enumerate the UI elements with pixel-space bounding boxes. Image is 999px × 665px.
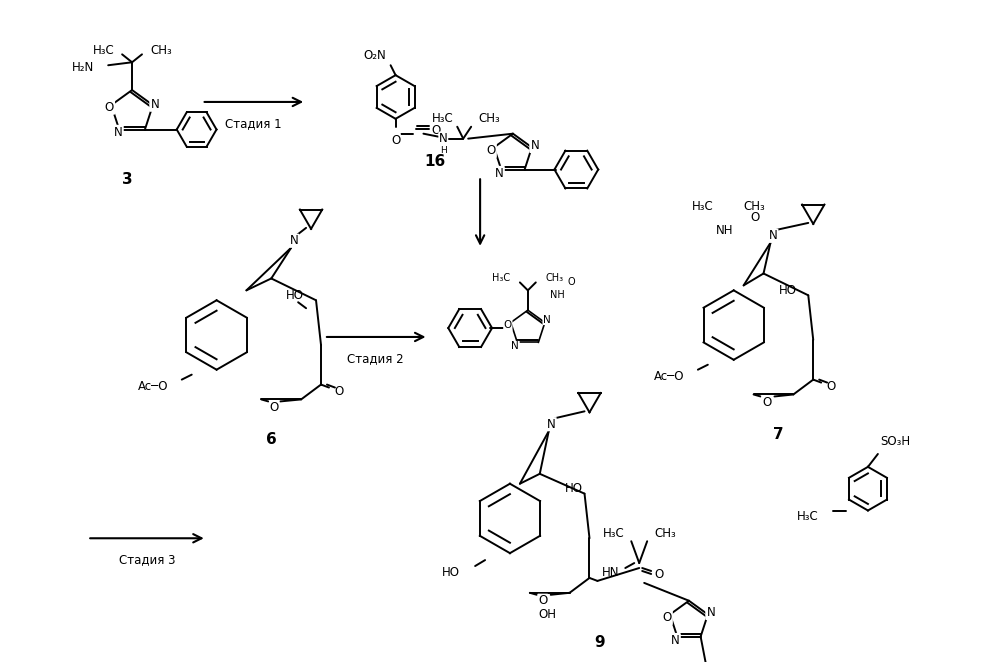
Text: 7: 7 [773,427,784,442]
Text: OH: OH [538,608,556,620]
Text: O: O [762,396,771,409]
Text: O: O [432,124,441,137]
Text: NH: NH [716,224,733,237]
Text: O: O [503,321,511,331]
Text: HO: HO [443,567,461,579]
Text: N: N [495,167,503,180]
Text: O: O [270,401,279,414]
Text: H₃C: H₃C [692,200,714,213]
Text: H₃C: H₃C [602,527,624,540]
Text: O: O [334,385,344,398]
Text: Ac─O: Ac─O [653,370,684,383]
Text: O: O [662,611,671,624]
Text: H₃C: H₃C [432,112,454,125]
Text: N: N [706,606,715,619]
Text: N: N [290,234,299,247]
Text: N: N [511,341,519,351]
Text: O: O [105,100,114,114]
Text: Стадия 1: Стадия 1 [225,117,282,130]
Text: H₃C: H₃C [92,44,114,57]
Text: 9: 9 [594,635,604,650]
Text: CH₃: CH₃ [654,527,676,540]
Text: 3: 3 [122,172,133,187]
Text: O: O [750,211,760,225]
Text: N: N [671,634,679,647]
Text: N: N [439,132,448,145]
Text: CH₃: CH₃ [150,44,172,57]
Text: H₂N: H₂N [72,61,94,74]
Text: H₃C: H₃C [796,510,818,523]
Text: H: H [440,146,447,154]
Text: HO: HO [564,482,582,495]
Text: HO: HO [778,284,796,297]
Text: Ac─O: Ac─O [138,380,169,393]
Text: N: N [114,126,123,139]
Text: O: O [654,569,663,581]
Text: N: N [547,418,556,431]
Text: 6: 6 [266,432,277,447]
Text: N: N [769,229,778,242]
Text: O: O [538,595,547,607]
Text: O: O [391,134,401,147]
Text: O: O [487,144,496,157]
Text: O: O [567,277,575,287]
Text: Стадия 3: Стадия 3 [119,553,175,566]
Text: N: N [151,98,159,110]
Text: HN: HN [601,567,619,579]
Text: N: N [530,139,539,152]
Text: N: N [543,315,550,325]
Text: O₂N: O₂N [363,49,386,62]
Text: HO: HO [286,289,304,302]
Text: NH: NH [549,291,564,301]
Text: 16: 16 [425,154,446,169]
Text: Стадия 2: Стадия 2 [348,352,404,365]
Text: H₃C: H₃C [492,273,509,283]
Text: CH₃: CH₃ [479,112,500,125]
Text: CH₃: CH₃ [545,273,563,283]
Text: CH₃: CH₃ [743,200,765,213]
Text: SO₃H: SO₃H [880,435,910,448]
Text: O: O [826,380,835,393]
